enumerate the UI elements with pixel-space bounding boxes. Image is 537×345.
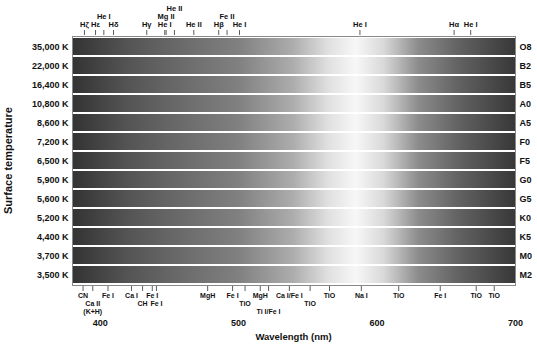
svg-text:CN: CN [78, 292, 88, 299]
svg-text:6,500 K: 6,500 K [37, 156, 69, 166]
svg-text:TiO: TiO [470, 292, 482, 299]
svg-text:10,800 K: 10,800 K [32, 99, 69, 109]
svg-text:Fe I: Fe I [150, 300, 162, 307]
svg-text:TiO: TiO [324, 292, 336, 299]
svg-text:He II: He II [167, 4, 183, 13]
svg-text:G5: G5 [520, 194, 532, 204]
svg-text:TiO: TiO [304, 300, 316, 307]
svg-text:400: 400 [93, 318, 108, 328]
svg-text:G0: G0 [520, 175, 532, 185]
svg-text:Surface temperature: Surface temperature [2, 107, 14, 214]
svg-text:F5: F5 [520, 156, 531, 166]
svg-text:3,700 K: 3,700 K [37, 251, 69, 261]
svg-text:Fe I: Fe I [146, 292, 158, 299]
svg-text:He I: He I [464, 20, 478, 29]
svg-text:5,900 K: 5,900 K [37, 175, 69, 185]
svg-text:Ca I/Fe I: Ca I/Fe I [276, 292, 303, 299]
svg-text:Hβ: Hβ [214, 20, 224, 29]
svg-text:Hδ: Hδ [109, 20, 119, 29]
svg-text:Ca I: Ca I [125, 292, 138, 299]
svg-text:CH: CH [138, 300, 148, 307]
svg-text:K0: K0 [520, 213, 532, 223]
svg-text:3,500 K: 3,500 K [37, 270, 69, 280]
svg-text:7,200 K: 7,200 K [37, 137, 69, 147]
svg-text:5,200 K: 5,200 K [37, 213, 69, 223]
svg-text:F0: F0 [520, 137, 531, 147]
svg-text:M0: M0 [520, 251, 533, 261]
svg-text:TiO: TiO [393, 292, 405, 299]
svg-text:Wavelength (nm): Wavelength (nm) [255, 331, 331, 342]
svg-text:He I: He I [353, 20, 367, 29]
svg-text:Hα: Hα [449, 20, 459, 29]
svg-text:TiO: TiO [239, 300, 251, 307]
svg-text:He I: He I [233, 20, 247, 29]
svg-text:MgH: MgH [253, 292, 268, 300]
svg-text:Hγ: Hγ [142, 20, 152, 29]
svg-text:600: 600 [370, 318, 385, 328]
svg-text:A5: A5 [520, 118, 532, 128]
svg-text:Fe I: Fe I [102, 292, 114, 299]
svg-text:Mg II: Mg II [158, 12, 175, 21]
svg-text:He I: He I [158, 20, 172, 29]
svg-text:(K+H): (K+H) [83, 308, 102, 316]
svg-text:5,600 K: 5,600 K [37, 194, 69, 204]
svg-text:16,400 K: 16,400 K [32, 80, 69, 90]
svg-text:O8: O8 [520, 42, 532, 52]
svg-text:K5: K5 [520, 232, 532, 242]
svg-text:Hε: Hε [91, 20, 100, 29]
svg-text:4,400 K: 4,400 K [37, 232, 69, 242]
svg-text:500: 500 [231, 318, 246, 328]
svg-text:22,000 K: 22,000 K [32, 61, 69, 71]
svg-text:8,600 K: 8,600 K [37, 118, 69, 128]
svg-text:A0: A0 [520, 99, 532, 109]
svg-text:He II: He II [186, 20, 202, 29]
svg-text:TiO: TiO [488, 292, 500, 299]
svg-text:Na I: Na I [355, 292, 368, 299]
svg-text:700: 700 [508, 318, 523, 328]
svg-text:He I: He I [97, 12, 111, 21]
svg-text:MgH: MgH [200, 292, 215, 300]
svg-text:Ca II: Ca II [85, 300, 100, 307]
svg-text:Fe II: Fe II [219, 12, 235, 21]
svg-text:35,000 K: 35,000 K [32, 42, 69, 52]
svg-text:M2: M2 [520, 270, 533, 280]
svg-text:Ti I/Fe I: Ti I/Fe I [257, 308, 281, 315]
svg-text:Fe I: Fe I [434, 292, 446, 299]
svg-text:B2: B2 [520, 61, 532, 71]
svg-text:Fe I: Fe I [227, 292, 239, 299]
svg-text:B5: B5 [520, 80, 532, 90]
svg-text:Hζ: Hζ [80, 20, 89, 29]
